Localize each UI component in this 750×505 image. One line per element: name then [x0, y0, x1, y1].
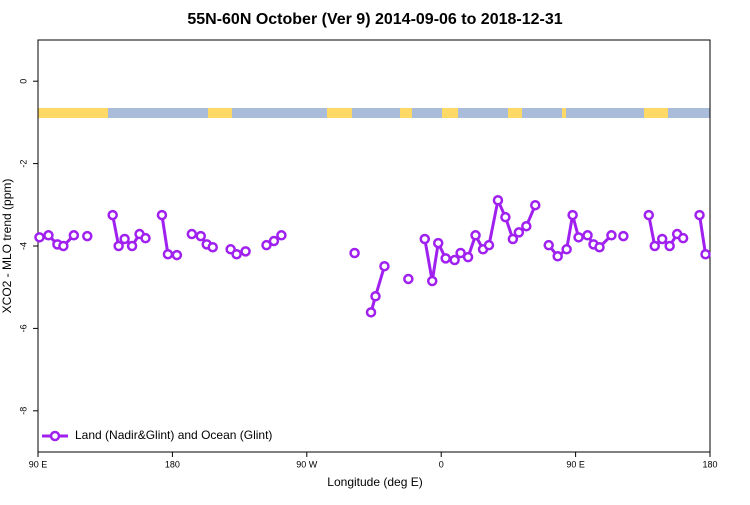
data-point: [240, 246, 251, 257]
data-point: [107, 209, 118, 221]
data-point: [521, 220, 532, 232]
data-point: [365, 307, 377, 318]
y-tick-label: -6: [18, 324, 28, 332]
data-point: [449, 254, 460, 266]
data-point: [43, 230, 54, 241]
data-point: [573, 232, 584, 243]
data-point: [261, 239, 272, 251]
data-point: [162, 248, 174, 260]
x-tick-label: 180: [165, 459, 180, 469]
data-point: [207, 241, 218, 253]
y-tick-label: -2: [18, 160, 28, 168]
data-point: [664, 240, 675, 252]
data-point: [656, 233, 668, 245]
data-point: [483, 239, 495, 251]
data-point: [349, 247, 360, 259]
data-point: [606, 230, 617, 241]
data-point: [561, 244, 572, 255]
data-point: [440, 253, 451, 264]
data-point: [379, 260, 390, 272]
x-tick-label: 0: [439, 459, 444, 469]
data-point: [419, 233, 431, 245]
data-point: [694, 209, 705, 221]
data-point: [649, 240, 660, 252]
data-point: [68, 230, 80, 241]
land-ocean-strip: [38, 108, 710, 118]
data-point: [276, 230, 287, 241]
data-point: [82, 230, 93, 242]
data-point: [432, 237, 444, 249]
data-point: [594, 241, 605, 253]
y-tick-label: -8: [18, 407, 28, 415]
x-tick-label: 90 E: [566, 459, 585, 469]
data-point: [403, 273, 414, 285]
data-point: [530, 199, 541, 211]
data-point: [171, 249, 183, 261]
data-point: [455, 247, 466, 259]
y-tick-label: 0: [18, 79, 28, 84]
data-point: [231, 248, 242, 260]
data-point: [492, 195, 504, 206]
data-point: [677, 232, 689, 244]
data-point: [507, 233, 519, 245]
data-point: [140, 232, 151, 244]
data-point: [618, 230, 629, 242]
x-tick-label: 180: [702, 459, 717, 469]
data-point: [470, 230, 481, 241]
data-point: [426, 275, 438, 287]
data-point: [186, 228, 198, 240]
data-point: [543, 239, 554, 251]
data-point: [552, 251, 563, 262]
data-point: [370, 291, 381, 302]
data-point: [119, 233, 130, 245]
chart-title: 55N-60N October (Ver 9) 2014-09-06 to 20…: [187, 11, 562, 28]
data-point: [700, 248, 711, 260]
data-point: [462, 251, 474, 263]
y-axis-label: XCO2 - MLO trend (ppm): [0, 179, 14, 314]
data-point: [268, 235, 280, 247]
legend-label: Land (Nadir&Glint) and Ocean (Glint): [75, 428, 272, 442]
data-point: [513, 227, 525, 238]
data-point: [156, 209, 168, 221]
plot-frame: [37, 39, 711, 453]
data-point: [34, 232, 45, 243]
data-point: [113, 240, 124, 252]
data-point: [500, 211, 511, 223]
data-point: [126, 240, 138, 252]
x-tick-label: 90 E: [29, 459, 48, 469]
data-point: [58, 240, 69, 252]
data-point: [195, 230, 207, 242]
x-axis-label: Longitude (deg E): [327, 475, 422, 489]
data-point: [643, 209, 655, 221]
x-tick-label: 90 W: [296, 459, 318, 469]
y-tick-label: -4: [18, 242, 28, 250]
data-point: [582, 230, 593, 241]
data-point: [567, 209, 578, 221]
legend-marker: [49, 430, 61, 442]
